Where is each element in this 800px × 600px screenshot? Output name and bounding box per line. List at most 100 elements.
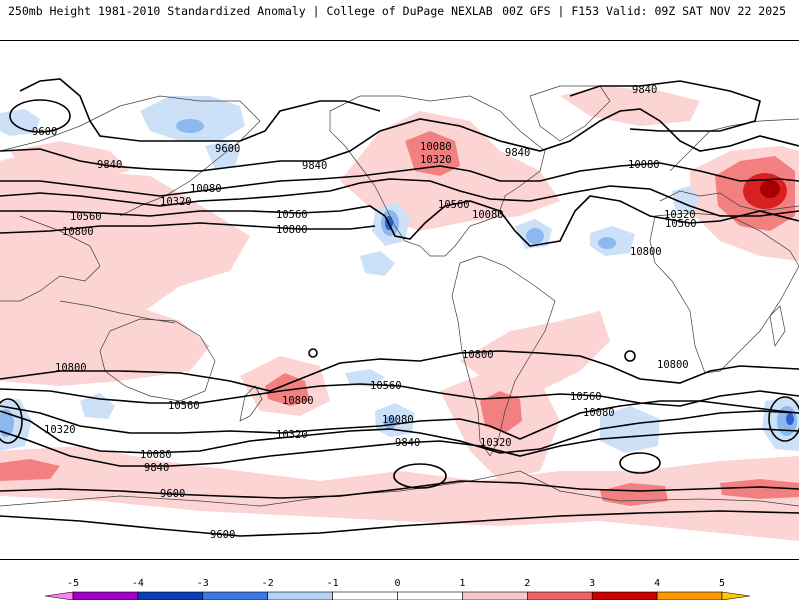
coast-new-zealand bbox=[239, 385, 263, 422]
map-panel: 9600 9600 9600 9600 9840 9840 9840 9840 … bbox=[0, 40, 799, 560]
contour-label: 9840 bbox=[144, 462, 169, 474]
coastline-layer bbox=[0, 85, 799, 507]
contour-9600-south bbox=[0, 480, 799, 499]
colorbar-segment bbox=[656, 591, 723, 600]
coast-asia bbox=[0, 95, 261, 217]
contour-label: 10320 bbox=[420, 154, 452, 166]
contour-label: 10560 bbox=[665, 218, 697, 230]
colorbar-tick-label: 5 bbox=[719, 578, 725, 589]
colorbar-tick-label: -1 bbox=[327, 578, 339, 589]
coast-north-america bbox=[329, 95, 546, 257]
positive-anomaly-layer bbox=[0, 86, 799, 541]
contour-10080-south bbox=[0, 410, 799, 454]
contour-closed-high-equator-east bbox=[624, 350, 636, 362]
header-model-run: 00Z GFS | F153 Valid: 09Z SAT NOV 22 202… bbox=[502, 4, 786, 18]
contour-label: 10800 bbox=[62, 226, 94, 238]
coast-australia bbox=[99, 318, 216, 402]
contour-label: 10560 bbox=[168, 400, 200, 412]
contour-label: 9840 bbox=[97, 159, 122, 171]
contour-10800-north bbox=[0, 222, 376, 234]
contour-closed-low-east bbox=[768, 396, 799, 442]
contour-10080-north bbox=[0, 162, 799, 197]
contour-label: 10080 bbox=[190, 183, 222, 195]
contour-label: 10800 bbox=[55, 362, 87, 374]
contour-10320-south bbox=[0, 400, 799, 440]
anomaly-pos2-patagonia bbox=[480, 391, 522, 433]
colorbar-segment bbox=[397, 591, 463, 600]
colorbar-tick-label: 3 bbox=[589, 578, 595, 589]
contour-label: 9840 bbox=[505, 147, 530, 159]
colorbar-tick-label: -2 bbox=[262, 578, 274, 589]
anomaly-map: 9600 9600 9600 9600 9840 9840 9840 9840 … bbox=[0, 78, 799, 541]
anomaly-pos2-southern-ocean bbox=[0, 459, 60, 481]
contour-label: 10320 bbox=[160, 196, 192, 208]
contour-closed-low-south-atlantic bbox=[619, 452, 661, 474]
contour-label: 10560 bbox=[370, 380, 402, 392]
anomaly-pos4-europe bbox=[760, 180, 780, 198]
colorbar-extend-low bbox=[44, 591, 74, 600]
colorbar-tick-label: 4 bbox=[654, 578, 660, 589]
contour-label: 10080 bbox=[628, 159, 660, 171]
anomaly-pos2-hudson bbox=[405, 131, 460, 176]
contour-label: 10080 bbox=[420, 141, 452, 153]
coast-greenland bbox=[529, 85, 611, 142]
contour-label: 10560 bbox=[276, 209, 308, 221]
colorbar-segments bbox=[44, 591, 751, 600]
coast-madagascar bbox=[769, 305, 786, 347]
colorbar-segment bbox=[72, 591, 139, 600]
coast-south-america bbox=[451, 255, 556, 457]
contour-label: 10320 bbox=[276, 429, 308, 441]
colorbar-tick-label: -4 bbox=[132, 578, 144, 589]
contour-10320-north bbox=[0, 178, 799, 217]
anomaly-neg-south-indian bbox=[600, 406, 660, 453]
contour-10560-south bbox=[0, 383, 799, 407]
anomaly-pos-west-pacific bbox=[0, 151, 250, 331]
colorbar-segment bbox=[202, 591, 269, 600]
colorbar: -5 -4 -3 -2 -1 0 1 2 3 4 5 bbox=[44, 578, 751, 600]
contour-label: 10560 bbox=[438, 199, 470, 211]
contour-9600-north-atlantic bbox=[569, 80, 761, 132]
contour-closed-low-west bbox=[0, 398, 23, 444]
anomaly-neg2-west-edge bbox=[0, 409, 14, 437]
colorbar-segment bbox=[332, 591, 398, 600]
anomaly-neg-central-pacific bbox=[360, 251, 395, 276]
colorbar-tick-label: 1 bbox=[459, 578, 465, 589]
colorbar-segment bbox=[591, 591, 658, 600]
contour-label: 10800 bbox=[462, 349, 494, 361]
anomaly-pos-antarctic-band bbox=[0, 446, 799, 541]
colorbar-tick-label: 2 bbox=[524, 578, 530, 589]
contour-closed-high-equator-west bbox=[308, 348, 318, 358]
anomaly-pos-south-atlantic bbox=[460, 311, 610, 391]
contour-label-layer: 9600 9600 9600 9600 9840 9840 9840 9840 … bbox=[32, 84, 697, 541]
anomaly-neg3-east-edge bbox=[786, 413, 794, 425]
colorbar-segment bbox=[267, 591, 333, 600]
anomaly-neg2-bahamas bbox=[526, 228, 544, 244]
colorbar-segment bbox=[462, 591, 528, 600]
contour-label: 9600 bbox=[32, 126, 57, 138]
contour-label: 10800 bbox=[657, 359, 689, 371]
contour-label: 10080 bbox=[583, 407, 615, 419]
colorbar-tick-label: -3 bbox=[197, 578, 209, 589]
contour-label: 9840 bbox=[632, 84, 657, 96]
contour-label: 9840 bbox=[395, 437, 420, 449]
anomaly-pos-south-pacific-band bbox=[0, 301, 210, 386]
coast-europe bbox=[669, 118, 799, 172]
contour-label: 9840 bbox=[302, 160, 327, 172]
contour-label: 10800 bbox=[630, 244, 662, 256]
anomaly-pos2-indian bbox=[720, 479, 799, 499]
contour-label: 9600 bbox=[210, 529, 235, 541]
contour-10560-north bbox=[0, 195, 799, 247]
anomaly-neg2-mid-atlantic bbox=[598, 237, 616, 249]
anomaly-neg2-south-pacific bbox=[384, 416, 396, 430]
coast-africa bbox=[649, 212, 799, 374]
contour-label: 10080 bbox=[382, 414, 414, 426]
anomaly-pos-north-pacific bbox=[10, 141, 130, 181]
contour-9600-north bbox=[19, 78, 381, 142]
contour-closed-low-alaska bbox=[9, 99, 71, 133]
contour-label: 10320 bbox=[44, 424, 76, 436]
anomaly-neg-south-central-pacific bbox=[345, 369, 385, 387]
header-title: 250mb Height 1981-2010 Standardized Anom… bbox=[8, 4, 493, 18]
colorbar-ticks: -5 -4 -3 -2 -1 0 1 2 3 4 5 bbox=[67, 578, 725, 589]
contour-label: 10800 bbox=[460, 347, 492, 359]
colorbar-tick-label: -5 bbox=[67, 578, 79, 589]
